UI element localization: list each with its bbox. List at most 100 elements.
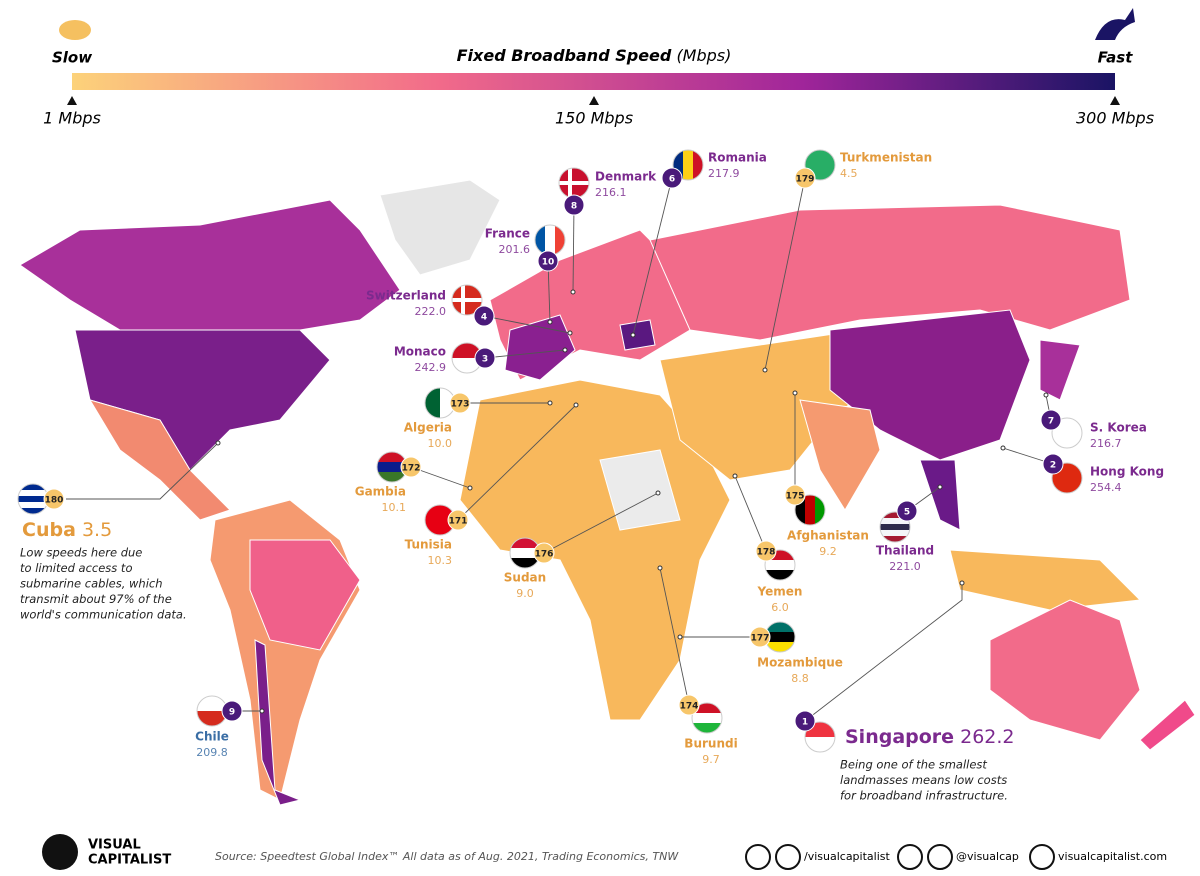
no-data-africa (599, 449, 681, 531)
speed: 9.7 (702, 753, 720, 766)
rank: 176 (535, 550, 554, 560)
country-callout: 4 Switzerland 222.0 (366, 284, 573, 336)
rank-badge (1042, 453, 1064, 475)
leader-line (659, 567, 690, 706)
scale-tick-label: 300 Mbps (1076, 109, 1154, 128)
speed: 6.0 (771, 601, 789, 614)
flag-stripe (765, 622, 795, 633)
flag-stripe (545, 225, 556, 255)
leader-dot (573, 402, 579, 408)
flag-stripe (880, 512, 910, 519)
note-line: transmit about 97% of the (20, 592, 172, 606)
country-name: Hong Kong (1090, 465, 1164, 479)
facebook-icon[interactable] (745, 844, 771, 870)
flag-stripe (692, 703, 722, 714)
flag-cross (452, 298, 482, 302)
country-callout: 174 Burundi 9.7 (657, 565, 738, 766)
country-callout: 171 Tunisia 10.3 (405, 402, 579, 567)
flag-border (879, 511, 911, 543)
flag-stripe (18, 484, 48, 491)
rank: 177 (751, 634, 770, 644)
leader-line (66, 442, 219, 500)
flag-stripe (765, 570, 795, 580)
rank: 178 (757, 548, 776, 558)
leader-dot (657, 565, 663, 571)
flag (197, 696, 227, 726)
instagram-icon[interactable] (927, 844, 953, 870)
country-callout: 172 Gambia 10.1 (355, 451, 473, 514)
speed: 262.2 (960, 726, 1014, 748)
flag-stripe (197, 711, 227, 726)
china (829, 309, 1031, 461)
rabbit-icon (1095, 8, 1135, 40)
name: Cuba (22, 519, 76, 541)
flag-stripe (880, 524, 910, 531)
speed: 221.0 (889, 560, 921, 573)
leader-dot (570, 289, 576, 295)
speed: 3.5 (82, 519, 112, 541)
country-callout: 177 Mozambique 8.8 (677, 621, 843, 685)
flag-border (1051, 417, 1083, 449)
flag-border (672, 149, 704, 181)
flag-stripe (765, 560, 795, 571)
flag-border (691, 702, 723, 734)
twitter-icon[interactable] (897, 844, 923, 870)
speed: 201.6 (499, 243, 531, 256)
country-callout: 6 Romania 217.9 (630, 149, 767, 338)
rank-badge (794, 167, 816, 189)
country-name: Mozambique (757, 656, 843, 670)
rank: 3 (482, 355, 488, 365)
rank-badge (755, 540, 777, 562)
flag-stripe (880, 536, 910, 542)
youtube-icon[interactable] (775, 844, 801, 870)
note-line: world's communication data. (20, 608, 187, 622)
flag (377, 452, 407, 482)
flag-stripe (692, 713, 722, 724)
country-name: Burundi (684, 737, 737, 751)
speed: 222.0 (415, 305, 447, 318)
world-map (19, 179, 1196, 806)
country-callout: 9 Chile 209.8 (195, 695, 265, 759)
country-callout: 3 Monaco 242.9 (394, 342, 568, 374)
country-name: Monaco (394, 345, 446, 359)
leader-line (764, 177, 806, 371)
flag-stripe (377, 452, 407, 463)
country-name: Chile (195, 730, 229, 744)
leader-line (804, 583, 963, 722)
rank-badge (221, 700, 243, 722)
flag-stripe (692, 723, 722, 733)
speed: 4.5 (840, 167, 858, 180)
website[interactable]: visualcapitalist.com (1058, 850, 1167, 863)
leader-line (734, 475, 767, 552)
social-handle[interactable]: /visualcapitalist (804, 850, 890, 863)
country-name: France (485, 227, 530, 241)
flag-stripe (555, 225, 565, 255)
australia (989, 599, 1141, 741)
flag-stripe (805, 495, 816, 525)
new-zealand (1139, 699, 1196, 751)
logo-text: VISUAL (88, 838, 141, 853)
slow-label: Slow (52, 49, 92, 67)
thailand (919, 459, 961, 531)
note-line: submarine cables, which (20, 577, 163, 591)
speed: 217.9 (708, 167, 740, 180)
rank-badge (563, 194, 585, 216)
speed: 10.0 (428, 437, 453, 450)
rank: 1 (802, 718, 808, 728)
flag-border (804, 721, 836, 753)
leader-line (483, 315, 571, 334)
web-icon[interactable] (1029, 844, 1055, 870)
logo-text: CAPITALIST (88, 853, 171, 868)
flag-stripe (805, 737, 835, 752)
color-scale (72, 73, 1115, 90)
chile (254, 639, 302, 806)
country-name: S. Korea (1090, 421, 1147, 435)
flag-stripe (18, 496, 48, 503)
social-handle[interactable]: @visualcap (956, 850, 1019, 863)
western-europe (504, 314, 576, 381)
speed: 10.3 (428, 554, 453, 567)
flag (452, 343, 482, 373)
legend: Slow Fast Fixed Broadband Speed (Mbps) 1… (43, 8, 1154, 128)
rank: 171 (449, 517, 468, 527)
